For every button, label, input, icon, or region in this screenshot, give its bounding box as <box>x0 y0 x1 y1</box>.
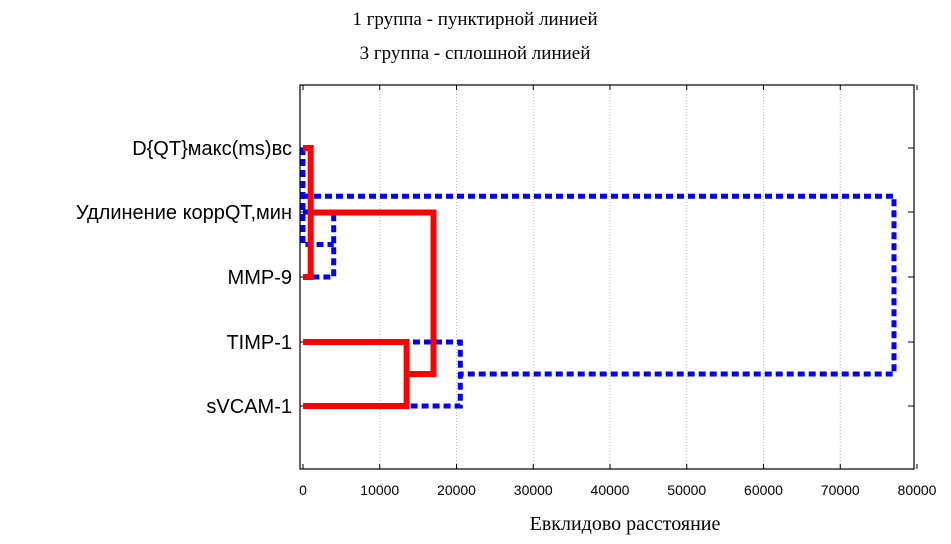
leaf-label: Удлинение коррQT,мин <box>76 202 292 224</box>
axis-ticks <box>300 85 918 469</box>
leaf-label: TIMP-1 <box>226 332 292 354</box>
leaf-label: D{QT}макс(ms)вс <box>132 138 292 160</box>
x-tick-label: 50000 <box>667 482 706 498</box>
plot-frame <box>299 84 915 470</box>
x-tick-label: 10000 <box>360 482 399 498</box>
x-tick-labels: 0 10000 20000 30000 40000 50000 60000 70000 8000… <box>299 482 937 498</box>
grid-lines <box>379 85 841 469</box>
x-tick-label: 0 <box>299 482 307 498</box>
dotted-series-link <box>303 339 463 409</box>
dotted-series-link <box>300 148 334 247</box>
series-group-1-dotted <box>300 148 897 409</box>
x-axis-label: Евклидово расстояние <box>530 513 721 535</box>
chart-title-line-1: 1 группа - пунктирной линией <box>352 9 597 30</box>
x-tick-label: 40000 <box>591 482 630 498</box>
series-group-3-solid <box>303 145 437 409</box>
leaf-labels: D{QT}макс(ms)вс Удлинение коррQT,мин MMP-9… <box>76 138 292 418</box>
leaf-label: sVCAM-1 <box>206 396 292 418</box>
x-tick-label: 80000 <box>898 482 937 498</box>
x-tick-label: 70000 <box>821 482 860 498</box>
x-tick-label: 60000 <box>744 482 783 498</box>
solid-series-link <box>310 209 437 377</box>
solid-series-link <box>303 339 410 409</box>
x-tick-label: 20000 <box>437 482 476 498</box>
x-tick-label: 30000 <box>514 482 553 498</box>
leaf-label: MMP-9 <box>228 267 292 289</box>
dotted-series-link <box>303 193 897 377</box>
chart-title-line-2: 3 группа - сплошной линией <box>360 43 591 64</box>
